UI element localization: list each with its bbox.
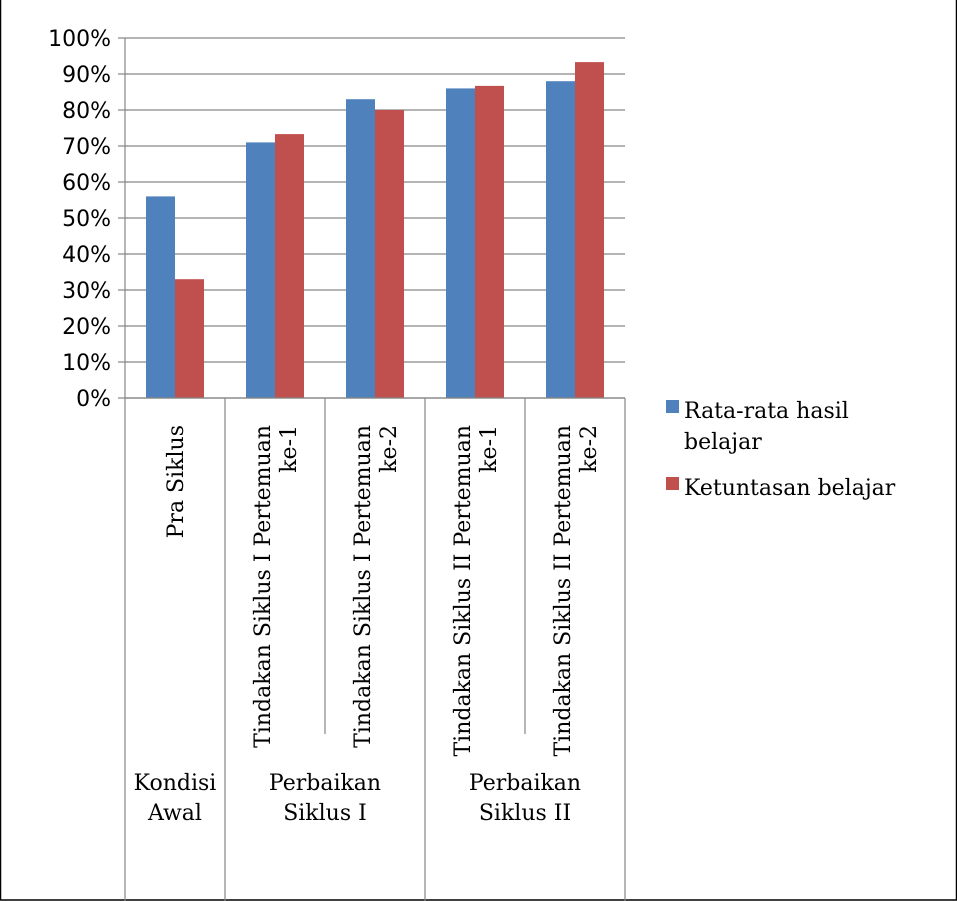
bar [375,110,404,398]
group-labels: Kondisi Awal Perbaikan Siklus I Perbaikan Sik… [134,771,581,826]
y-tick-label: 80% [62,99,111,124]
bar [546,81,575,398]
legend-swatch [666,477,679,490]
bar [175,279,204,398]
category-label: ke-1 [477,425,502,473]
bar [346,99,375,398]
legend-label: belajar [684,430,762,455]
y-tick-label: 30% [62,279,111,304]
y-tick-label: 20% [62,315,111,340]
bar [575,62,604,399]
y-tick-label: 40% [62,243,111,268]
group-label: Perbaikan [269,771,381,796]
y-tick-label: 0% [76,387,111,412]
bar [146,196,175,398]
group-label: Siklus I [283,801,367,826]
bars [146,62,604,399]
y-axis-tick-labels: 0% 10% 20% 30% 40% 50% 60% 70% 80% 90% 100% [48,27,111,412]
y-tick-label: 70% [62,135,111,160]
category-label: ke-2 [377,425,402,473]
category-labels: Pra Siklus Tindakan Siklus I Pertemuan ke-… [164,425,602,757]
y-tick-label: 10% [62,351,111,376]
group-label: Perbaikan [469,771,581,796]
group-label: Kondisi [134,771,217,796]
category-label: Tindakan Siklus II Pertemuan [451,425,476,757]
axes [124,38,626,901]
legend-label: Ketuntasan belajar [684,476,896,501]
legend-label: Rata-rata hasil [684,399,849,424]
group-label: Awal [147,801,202,826]
category-label: ke-2 [577,425,602,473]
bar [246,142,275,398]
y-tick-label: 100% [48,27,111,52]
bar [275,134,304,398]
y-tick-label: 90% [62,63,111,88]
category-label: Tindakan Siklus I Pertemuan [351,425,376,748]
category-label: Tindakan Siklus II Pertemuan [551,425,576,757]
legend: Rata-rata hasil belajar Ketuntasan belajar [666,399,896,501]
group-label: Siklus II [479,801,571,826]
bar [446,88,475,399]
legend-swatch [666,400,679,413]
category-label: Tindakan Siklus I Pertemuan [251,425,276,748]
category-label: ke-1 [277,425,302,473]
category-label: Pra Siklus [164,425,189,538]
y-tick-label: 50% [62,207,111,232]
y-tick-label: 60% [62,171,111,196]
bar [475,85,504,398]
